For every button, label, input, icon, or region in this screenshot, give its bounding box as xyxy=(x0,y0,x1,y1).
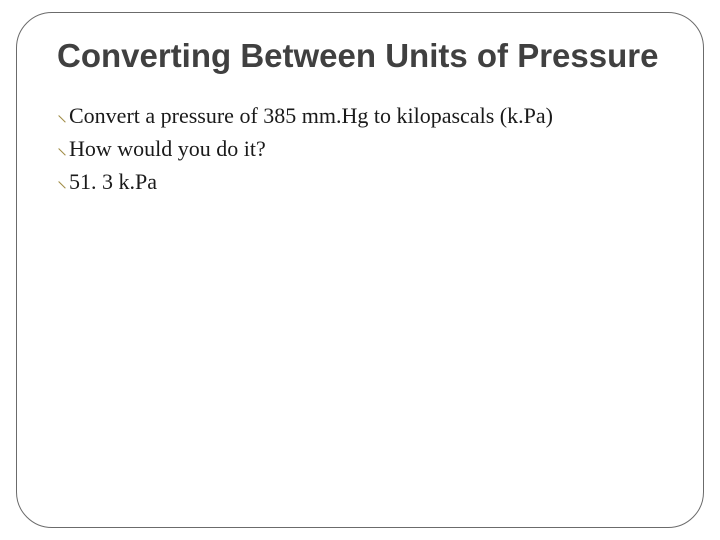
swirl-icon: ⸜ xyxy=(57,165,67,197)
bullet-list: ⸜ Convert a pressure of 385 mm.Hg to kil… xyxy=(57,99,663,198)
list-item: ⸜ Convert a pressure of 385 mm.Hg to kil… xyxy=(57,99,663,132)
bullet-text: Convert a pressure of 385 mm.Hg to kilop… xyxy=(69,99,663,132)
bullet-text: How would you do it? xyxy=(69,132,663,165)
list-item: ⸜ 51. 3 k.Pa xyxy=(57,165,663,198)
slide-title: Converting Between Units of Pressure xyxy=(57,37,663,75)
list-item: ⸜ How would you do it? xyxy=(57,132,663,165)
slide-frame: Converting Between Units of Pressure ⸜ C… xyxy=(16,12,704,528)
bullet-text: 51. 3 k.Pa xyxy=(69,165,663,198)
swirl-icon: ⸜ xyxy=(57,99,67,131)
swirl-icon: ⸜ xyxy=(57,132,67,164)
